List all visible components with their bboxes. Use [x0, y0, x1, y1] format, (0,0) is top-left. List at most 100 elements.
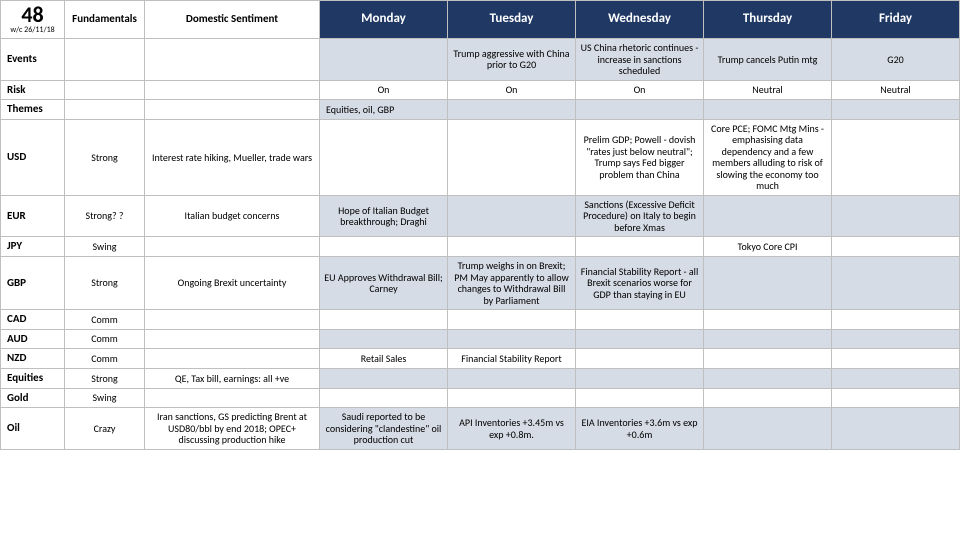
cell-sentiment: Italian budget concerns — [145, 195, 320, 237]
cell-mon: Retail Sales — [320, 349, 448, 369]
cell-mon: Equities, oil, GBP — [320, 100, 448, 120]
cell-tue: On — [448, 80, 576, 100]
cell-sentiment: QE, Tax bill, earnings: all +ve — [145, 369, 320, 389]
cell-thu — [704, 408, 832, 450]
cell-fri — [832, 329, 960, 349]
cell-fri — [832, 349, 960, 369]
cell-mon: Saudi reported to be considering "clande… — [320, 408, 448, 450]
cell-tue: Financial Stability Report — [448, 349, 576, 369]
cell-mon — [320, 329, 448, 349]
cell-fundamentals — [65, 39, 145, 81]
cell-wed — [576, 388, 704, 408]
cell-sentiment — [145, 388, 320, 408]
row-label: Gold — [1, 388, 65, 408]
table-row: EquitiesStrongQE, Tax bill, earnings: al… — [1, 369, 960, 389]
weekly-matrix: 48 w/c 26/11/18 Fundamentals Domestic Se… — [0, 0, 960, 450]
cell-sentiment — [145, 310, 320, 330]
table-row: GoldSwing — [1, 388, 960, 408]
col-wednesday: Wednesday — [576, 1, 704, 39]
table-row: Themes Equities, oil, GBP — [1, 100, 960, 120]
row-label: AUD — [1, 329, 65, 349]
cell-sentiment — [145, 329, 320, 349]
table-row: USDStrongInterest rate hiking, Mueller, … — [1, 119, 960, 195]
cell-wed — [576, 237, 704, 257]
cell-sentiment — [145, 39, 320, 81]
row-label: USD — [1, 119, 65, 195]
table-row: AUDComm — [1, 329, 960, 349]
cell-wed: On — [576, 80, 704, 100]
cell-mon — [320, 119, 448, 195]
cell-tue — [448, 369, 576, 389]
table-body: Events Trump aggressive with China prior … — [1, 39, 960, 450]
cell-fundamentals — [65, 80, 145, 100]
cell-tue: Trump weighs in on Brexit; PM May appare… — [448, 257, 576, 310]
table-row: NZDComm Retail SalesFinancial Stability R… — [1, 349, 960, 369]
table-row: JPYSwing Tokyo Core CPI — [1, 237, 960, 257]
cell-thu — [704, 257, 832, 310]
cell-tue — [448, 119, 576, 195]
table-row: CADComm — [1, 310, 960, 330]
cell-wed: Prelim GDP; Powell - dovish "rates just … — [576, 119, 704, 195]
cell-fri — [832, 100, 960, 120]
cell-thu: Neutral — [704, 80, 832, 100]
col-sentiment: Domestic Sentiment — [145, 1, 320, 39]
row-label: EUR — [1, 195, 65, 237]
cell-sentiment — [145, 80, 320, 100]
cell-sentiment: Interest rate hiking, Mueller, trade war… — [145, 119, 320, 195]
cell-thu — [704, 100, 832, 120]
cell-mon: EU Approves Withdrawal Bill; Carney — [320, 257, 448, 310]
cell-thu: Trump cancels Putin mtg — [704, 39, 832, 81]
row-label: Themes — [1, 100, 65, 120]
cell-fri — [832, 237, 960, 257]
row-label: Events — [1, 39, 65, 81]
col-tuesday: Tuesday — [448, 1, 576, 39]
row-label: JPY — [1, 237, 65, 257]
cell-wed — [576, 369, 704, 389]
cell-thu — [704, 310, 832, 330]
cell-mon — [320, 237, 448, 257]
cell-sentiment — [145, 349, 320, 369]
cell-fri — [832, 119, 960, 195]
cell-thu — [704, 195, 832, 237]
cell-fri — [832, 408, 960, 450]
cell-fri — [832, 195, 960, 237]
cell-tue — [448, 100, 576, 120]
table-row: Events Trump aggressive with China prior … — [1, 39, 960, 81]
cell-fri — [832, 388, 960, 408]
cell-fundamentals: Strong — [65, 257, 145, 310]
cell-tue: Trump aggressive with China prior to G20 — [448, 39, 576, 81]
cell-sentiment — [145, 237, 320, 257]
cell-fri — [832, 310, 960, 330]
cell-fundamentals: Comm — [65, 349, 145, 369]
cell-tue — [448, 388, 576, 408]
table-row: RiskOnOnOnNeutralNeutral — [1, 80, 960, 100]
cell-fundamentals: Strong — [65, 119, 145, 195]
cell-tue — [448, 310, 576, 330]
cell-fundamentals: Strong? ? — [65, 195, 145, 237]
cell-fundamentals: Crazy — [65, 408, 145, 450]
cell-fri — [832, 369, 960, 389]
table-header: 48 w/c 26/11/18 Fundamentals Domestic Se… — [1, 1, 960, 39]
cell-wed — [576, 100, 704, 120]
row-label: Equities — [1, 369, 65, 389]
cell-thu — [704, 329, 832, 349]
cell-mon — [320, 39, 448, 81]
week-cell: 48 w/c 26/11/18 — [1, 1, 65, 39]
col-monday: Monday — [320, 1, 448, 39]
cell-fundamentals: Swing — [65, 237, 145, 257]
cell-thu — [704, 388, 832, 408]
cell-mon — [320, 369, 448, 389]
cell-thu: Tokyo Core CPI — [704, 237, 832, 257]
cell-wed — [576, 310, 704, 330]
week-number: 48 — [5, 4, 60, 26]
table-row: GBPStrongOngoing Brexit uncertaintyEU Ap… — [1, 257, 960, 310]
cell-fundamentals: Strong — [65, 369, 145, 389]
cell-mon — [320, 388, 448, 408]
cell-wed: Financial Stability Report - all Brexit … — [576, 257, 704, 310]
cell-tue: API Inventories +3.45m vs exp +0.8m. — [448, 408, 576, 450]
row-label: GBP — [1, 257, 65, 310]
cell-fri — [832, 257, 960, 310]
cell-wed — [576, 329, 704, 349]
row-label: NZD — [1, 349, 65, 369]
cell-fundamentals: Comm — [65, 329, 145, 349]
